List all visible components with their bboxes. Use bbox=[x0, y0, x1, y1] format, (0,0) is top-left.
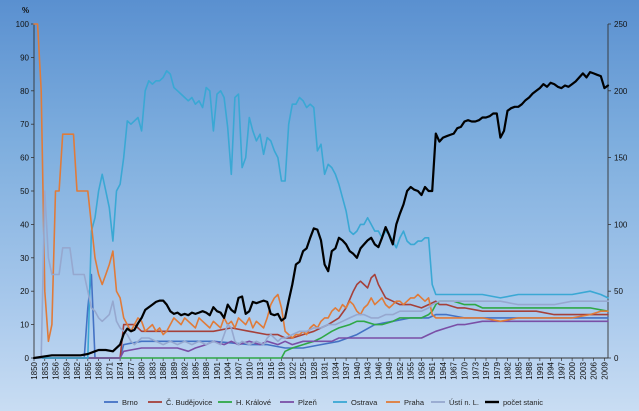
right-y-tick-label: 150 bbox=[614, 154, 628, 163]
x-tick-label: 1976 bbox=[482, 361, 491, 379]
series-line-pocet-stanic bbox=[32, 71, 610, 360]
x-tick-label: 1928 bbox=[310, 361, 319, 379]
left-y-tick-label: 10 bbox=[20, 321, 29, 330]
x-tick-label: 1874 bbox=[116, 361, 125, 379]
x-tick-label: 1898 bbox=[202, 361, 211, 379]
x-tick-label: 1988 bbox=[525, 361, 534, 379]
x-tick-label: 1949 bbox=[385, 361, 394, 379]
x-tick-label: 1850 bbox=[30, 361, 39, 379]
x-tick-label: 1895 bbox=[191, 361, 200, 379]
x-tick-label: 1880 bbox=[138, 361, 147, 379]
x-tick-label: 1886 bbox=[159, 361, 168, 379]
series-line-c-budejovice bbox=[33, 273, 609, 359]
x-tick-label: 1979 bbox=[493, 361, 502, 379]
x-tick-label: 1970 bbox=[461, 361, 470, 379]
legend-label-h-kralove: H. Králové bbox=[236, 398, 271, 407]
x-tick-label: 1946 bbox=[374, 361, 383, 379]
x-tick-label: 1916 bbox=[267, 361, 276, 379]
x-tick-label: 1868 bbox=[95, 361, 104, 379]
x-tick-label: 1958 bbox=[417, 361, 426, 379]
x-tick-label: 1982 bbox=[504, 361, 513, 379]
x-tick-label: 1925 bbox=[299, 361, 308, 379]
x-tick-label: 1955 bbox=[407, 361, 416, 379]
legend-label-c-budejovice: Č. Budějovice bbox=[166, 398, 212, 407]
x-tick-labels: 1850 1853 1856 1859 1862 1865 1868 1871 1874 1877… bbox=[30, 361, 609, 379]
left-y-tick-label: 0 bbox=[25, 354, 30, 363]
x-tick-label: 1877 bbox=[127, 361, 136, 379]
x-tick-label: 1889 bbox=[170, 361, 179, 379]
left-y-tick-labels: 0 10 20 30 40 50 60 70 80 90 100 bbox=[16, 20, 30, 363]
x-tick-label: 2000 bbox=[568, 361, 577, 379]
x-tick-label: 1913 bbox=[256, 361, 265, 379]
x-tick-label: 1961 bbox=[428, 361, 437, 379]
x-tick-label: 1943 bbox=[364, 361, 373, 379]
x-tick-label: 1871 bbox=[105, 361, 114, 379]
series-line-ostrava bbox=[33, 70, 609, 359]
x-tick-label: 1937 bbox=[342, 361, 351, 379]
x-tick-label: 1910 bbox=[245, 361, 254, 379]
legend: Brno Č. Budějovice H. Králové Plzeň Ostrava P… bbox=[104, 398, 543, 407]
x-tick-label: 1964 bbox=[439, 361, 448, 379]
left-y-tick-label: 40 bbox=[20, 220, 29, 229]
x-tick-label: 1907 bbox=[234, 361, 243, 379]
series-line-usti-n-l bbox=[33, 190, 609, 359]
x-tick-label: 1919 bbox=[278, 361, 287, 379]
x-tick-label: 1859 bbox=[62, 361, 71, 379]
left-y-tick-label: 50 bbox=[20, 187, 29, 196]
right-y-tick-label: 50 bbox=[614, 287, 623, 296]
series-line-plzen bbox=[33, 320, 609, 359]
x-tick-label: 2003 bbox=[579, 361, 588, 379]
x-tick-label: 1973 bbox=[471, 361, 480, 379]
series-lines bbox=[32, 23, 610, 360]
right-y-tick-label: 200 bbox=[614, 87, 628, 96]
right-y-tick-label: 0 bbox=[614, 354, 619, 363]
right-y-tick-labels: 0 50 100 150 200 250 bbox=[614, 20, 628, 363]
legend-label-praha: Praha bbox=[404, 398, 425, 407]
series-line-praha bbox=[33, 23, 609, 343]
x-tick-label: 1904 bbox=[224, 361, 233, 379]
x-tick-label: 1994 bbox=[547, 361, 556, 379]
x-tick-label: 1991 bbox=[536, 361, 545, 379]
legend-label-ostrava: Ostrava bbox=[351, 398, 378, 407]
legend-label-plzen: Plzeň bbox=[298, 398, 317, 407]
left-y-tick-label: 100 bbox=[16, 20, 30, 29]
left-y-tick-label: 20 bbox=[20, 287, 29, 296]
x-tick-label: 2009 bbox=[600, 361, 609, 379]
right-y-tick-label: 100 bbox=[614, 220, 628, 229]
right-y-tick-label: 250 bbox=[614, 20, 628, 29]
left-y-tick-label: 60 bbox=[20, 154, 29, 163]
x-tick-label: 1892 bbox=[181, 361, 190, 379]
x-tick-label: 1931 bbox=[321, 361, 330, 379]
left-y-tick-label: 90 bbox=[20, 53, 29, 62]
x-tick-label: 1865 bbox=[84, 361, 93, 379]
x-tick-label: 1967 bbox=[450, 361, 459, 379]
plot-grid bbox=[31, 23, 611, 359]
x-tick-label: 1853 bbox=[41, 361, 50, 379]
x-tick-label: 2006 bbox=[590, 361, 599, 379]
x-tick-label: 1997 bbox=[557, 361, 566, 379]
left-y-tick-label: 30 bbox=[20, 254, 29, 263]
series-line-h-kralove bbox=[33, 300, 609, 359]
x-tick-label: 1901 bbox=[213, 361, 222, 379]
left-y-tick-label: 80 bbox=[20, 87, 29, 96]
x-tick-label: 1985 bbox=[514, 361, 523, 379]
x-tick-label: 1952 bbox=[396, 361, 405, 379]
x-tick-label: 1934 bbox=[331, 361, 340, 379]
legend-label-brno: Brno bbox=[122, 398, 138, 407]
x-tick-label: 1856 bbox=[52, 361, 61, 379]
left-axis-unit-label: % bbox=[22, 6, 29, 15]
x-tick-label: 1862 bbox=[73, 361, 82, 379]
legend-label-pocet-stanic: počet stanic bbox=[503, 398, 543, 407]
left-y-tick-label: 70 bbox=[20, 120, 29, 129]
legend-label-usti-n-l: Ústí n. L. bbox=[449, 398, 479, 407]
x-tick-label: 1883 bbox=[148, 361, 157, 379]
x-tick-label: 1922 bbox=[288, 361, 297, 379]
x-tick-label: 1940 bbox=[353, 361, 362, 379]
